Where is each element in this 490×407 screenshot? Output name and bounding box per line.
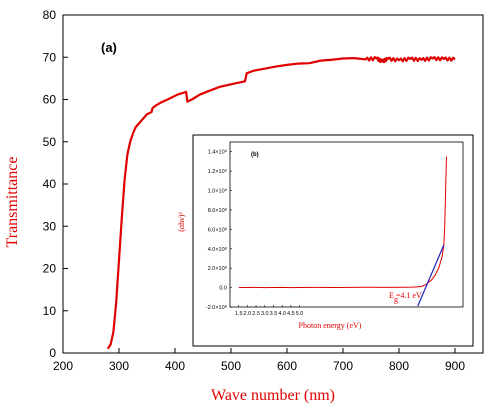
inset-y-tick-label: 1.4×10⁹ xyxy=(208,149,227,156)
x-tick-label: 400 xyxy=(165,359,185,373)
inset-x-tick-label: 3.0 xyxy=(261,311,269,317)
y-tick-label: 50 xyxy=(43,135,57,149)
main-chart: 200 300 400 500 600 700 800 900 0 10 20 30 40 50 60 70… xyxy=(4,8,484,404)
inset-x-tick-label: 2.5 xyxy=(252,311,260,317)
inset-chart: 1.5 2.0 2.5 3.0 3.5 4.0 4.5 5.0 -2.0×10⁸ 0.0 2.0×… xyxy=(177,134,474,347)
inset-y-tick-label: 0.0 xyxy=(219,286,227,292)
inset-x-tick-label: 4.0 xyxy=(278,311,286,317)
inset-x-tick-label: 3.5 xyxy=(270,311,278,317)
x-tick-label: 200 xyxy=(53,359,73,373)
y-tick-label: 70 xyxy=(43,50,57,64)
transmittance-line xyxy=(106,56,456,350)
panel-label-a: (a) xyxy=(101,40,117,55)
inset-y-tick-label: 4.0×10⁸ xyxy=(208,246,227,253)
main-x-axis-title: Wave number (nm) xyxy=(211,387,335,404)
y-tick-label: 60 xyxy=(43,93,57,107)
inset-y-ticks: -2.0×10⁸ 0.0 2.0×10⁸ 4.0×10⁸ 6.0×10⁸ 8.0×10⁸ 1… xyxy=(206,149,232,311)
y-tick-label: 30 xyxy=(43,219,57,233)
main-y-axis-title: Transmittance xyxy=(4,157,21,248)
inset-y-tick-label: 1.2×10⁹ xyxy=(208,168,227,175)
inset-y-tick-label: 6.0×10⁸ xyxy=(208,226,227,233)
x-tick-label: 700 xyxy=(333,359,353,373)
x-tick-label: 800 xyxy=(389,359,409,373)
inset-y-axis-title: (αhν)² xyxy=(177,212,186,232)
inset-plot-frame xyxy=(229,141,464,308)
inset-y-tick-label: 8.0×10⁸ xyxy=(208,207,227,214)
inset-y-tick-label: -2.0×10⁸ xyxy=(206,304,227,311)
inset-y-tick-label: 1.0×10⁹ xyxy=(208,188,227,195)
main-x-ticks: 200 300 400 500 600 700 800 900 xyxy=(53,348,465,373)
tauc-fit-line xyxy=(417,244,445,307)
band-gap-annotation: E =4.1 eV xyxy=(389,291,422,300)
y-tick-label: 0 xyxy=(49,346,56,360)
y-tick-label: 80 xyxy=(43,8,57,22)
main-y-ticks: 0 10 20 30 40 50 60 70 80 xyxy=(43,8,68,360)
inset-background xyxy=(192,134,474,347)
inset-y-tick-label: 2.0×10⁸ xyxy=(208,265,227,272)
band-gap-subscript: g xyxy=(394,295,398,304)
panel-label-b: (b) xyxy=(251,152,259,158)
y-tick-label: 40 xyxy=(43,177,57,191)
absorption-line xyxy=(238,156,447,289)
inset-x-ticks: 1.5 2.0 2.5 3.0 3.5 4.0 4.5 5.0 xyxy=(235,305,304,317)
x-tick-label: 500 xyxy=(221,359,241,373)
inset-x-tick-label: 4.5 xyxy=(287,311,295,317)
x-tick-label: 900 xyxy=(445,359,465,373)
y-tick-label: 20 xyxy=(43,262,57,276)
x-tick-label: 300 xyxy=(109,359,129,373)
inset-x-tick-label: 1.5 xyxy=(235,311,243,317)
y-tick-label: 10 xyxy=(43,304,57,318)
x-tick-label: 600 xyxy=(277,359,297,373)
inset-x-tick-label: 2.0 xyxy=(244,311,252,317)
inset-x-axis-title: Photon energy (eV) xyxy=(299,321,362,330)
inset-x-tick-label: 5.0 xyxy=(296,311,304,317)
